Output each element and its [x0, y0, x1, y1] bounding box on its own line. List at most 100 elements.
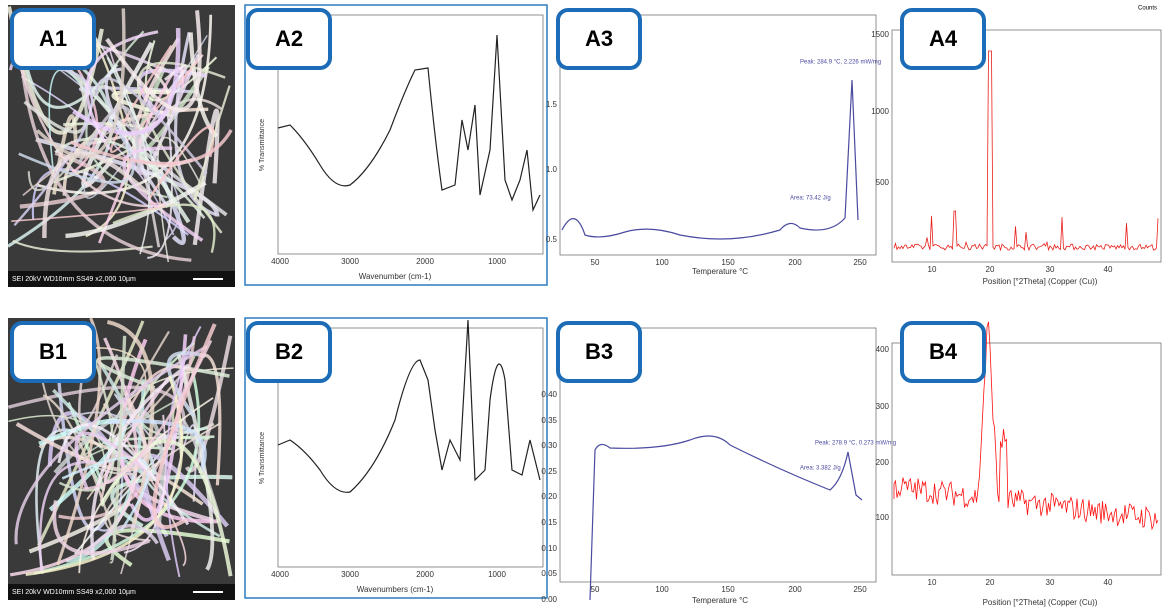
x-tick-label: 250 — [853, 585, 867, 594]
y-axis-label: % Transmittance — [259, 119, 266, 171]
panel: 50 100 150 200 250 1.5 1.0 0.5 Temperature °C Pea… — [546, 8, 881, 276]
corner-label: Counts — [1138, 6, 1157, 12]
x-tick-label: 2000 — [416, 257, 434, 266]
x-axis-label: Wavenumber (cm-1) — [359, 272, 432, 281]
x-tick-label: 4000 — [271, 257, 289, 266]
y-tick-label: 0.5 — [546, 235, 558, 244]
x-axis-label: Position [°2Theta] (Copper (Cu)) — [983, 598, 1098, 607]
fiber — [112, 203, 216, 253]
y-tick-label: 0.35 — [541, 416, 557, 425]
y-tick-label: 300 — [876, 402, 890, 411]
fiber — [95, 77, 208, 175]
curve — [589, 435, 863, 601]
plot-area — [891, 342, 1162, 576]
footer-bar — [8, 584, 235, 600]
y-tick-label: 0.05 — [541, 569, 557, 578]
fiber — [104, 422, 221, 542]
fiber — [105, 10, 202, 112]
y-tick-label: 1000 — [871, 107, 889, 116]
curve — [561, 79, 859, 240]
panel-label: B2 — [275, 339, 303, 364]
fiber — [56, 317, 102, 566]
fiber — [58, 340, 115, 492]
panel: 10 20 30 40 400 300 200 100 Position [°2Theta] (… — [876, 321, 1162, 607]
fiber — [11, 202, 167, 222]
panel: 4000 3000 2000 1000 Wavenumber (cm-1) % Trans… — [244, 4, 548, 286]
fiber — [176, 353, 215, 571]
plot-area — [277, 327, 544, 568]
x-tick-label: 30 — [1046, 578, 1055, 587]
fiber — [78, 105, 140, 172]
panel: Counts 10 20 30 40 1500 1000 500 Position [°2The… — [871, 6, 1162, 286]
panel: 50 100 150 200 250 0.40 0.35 0.30 0.25 0.20 0.15 0.… — [541, 321, 896, 605]
panel-label: A1 — [39, 26, 67, 51]
fiber — [12, 239, 153, 253]
panel-label: A4 — [929, 26, 958, 51]
fiber — [61, 456, 150, 532]
curve — [277, 319, 541, 493]
x-tick-label: 1000 — [488, 570, 506, 579]
y-tick-label: 0.20 — [541, 492, 557, 501]
panel-label-box — [900, 321, 986, 383]
x-tick-label: 40 — [1104, 578, 1113, 587]
x-tick-label: 100 — [655, 585, 669, 594]
panel-label: A3 — [585, 26, 613, 51]
fiber — [38, 460, 95, 572]
panel-label: B3 — [585, 339, 613, 364]
x-tick-label: 200 — [788, 585, 802, 594]
fiber — [85, 30, 159, 151]
panel-label-box — [10, 8, 96, 70]
fiber — [57, 423, 190, 526]
x-tick-label: 20 — [986, 265, 995, 274]
panel-label-box — [900, 8, 986, 70]
fiber — [109, 44, 204, 153]
y-tick-label: 500 — [876, 178, 890, 187]
fiber — [107, 418, 207, 475]
footer-text: SEI 20kV WD10mm SS49 x2,000 10µm — [12, 276, 136, 283]
xrd-pattern — [893, 50, 1159, 252]
x-tick-label: 10 — [928, 265, 937, 274]
fiber — [72, 27, 181, 136]
panel-label-box — [556, 8, 642, 70]
y-tick-label: 1.0 — [546, 165, 558, 174]
plot-area — [559, 327, 877, 583]
panel-frame — [244, 317, 548, 599]
annotation: Peak: 278.9 °C, 0.273 mW/mg — [815, 441, 896, 447]
panel-label: B4 — [929, 339, 958, 364]
x-tick-label: 3000 — [341, 570, 359, 579]
y-tick-label: 0.40 — [541, 390, 557, 399]
panel: SEI 20kV WD10mm SS49 x2,000 10µm A1 — [6, 5, 235, 287]
x-tick-label: 100 — [655, 258, 669, 267]
panel: 4000 3000 2000 1000 Wavenumbers (cm-1) % Tran… — [244, 317, 548, 599]
y-tick-label: 0.10 — [541, 544, 557, 553]
x-tick-label: 1000 — [488, 257, 506, 266]
fiber — [52, 500, 150, 556]
fiber — [15, 392, 148, 472]
x-tick-label: 40 — [1104, 265, 1113, 274]
plot-area — [277, 14, 544, 255]
panel-label: A2 — [275, 26, 303, 51]
panel-frame — [244, 4, 548, 286]
fiber — [85, 25, 130, 238]
annotation: Peak: 284.9 °C, 2.226 mW/mg — [800, 60, 881, 66]
footer-bar — [8, 271, 235, 287]
y-tick-label: 0.25 — [541, 467, 557, 476]
panel-label-box — [10, 321, 96, 383]
fiber — [19, 150, 106, 209]
fiber — [90, 363, 190, 560]
fiber — [14, 345, 208, 545]
fiber — [65, 180, 207, 239]
fiber — [82, 339, 213, 490]
x-tick-label: 30 — [1046, 265, 1055, 274]
x-tick-label: 10 — [928, 578, 937, 587]
panel-label: B1 — [39, 339, 67, 364]
y-tick-label: 1.5 — [546, 100, 558, 109]
footer-text: SEI 20kV WD10mm SS49 x2,000 10µm — [12, 589, 136, 596]
x-axis-label: Wavenumbers (cm-1) — [357, 585, 434, 594]
fiber — [193, 85, 231, 201]
fiber — [147, 106, 173, 259]
panel-label-box — [246, 8, 332, 70]
y-tick-label: 1500 — [871, 30, 889, 39]
x-tick-label: 3000 — [341, 257, 359, 266]
x-tick-label: 50 — [591, 258, 600, 267]
